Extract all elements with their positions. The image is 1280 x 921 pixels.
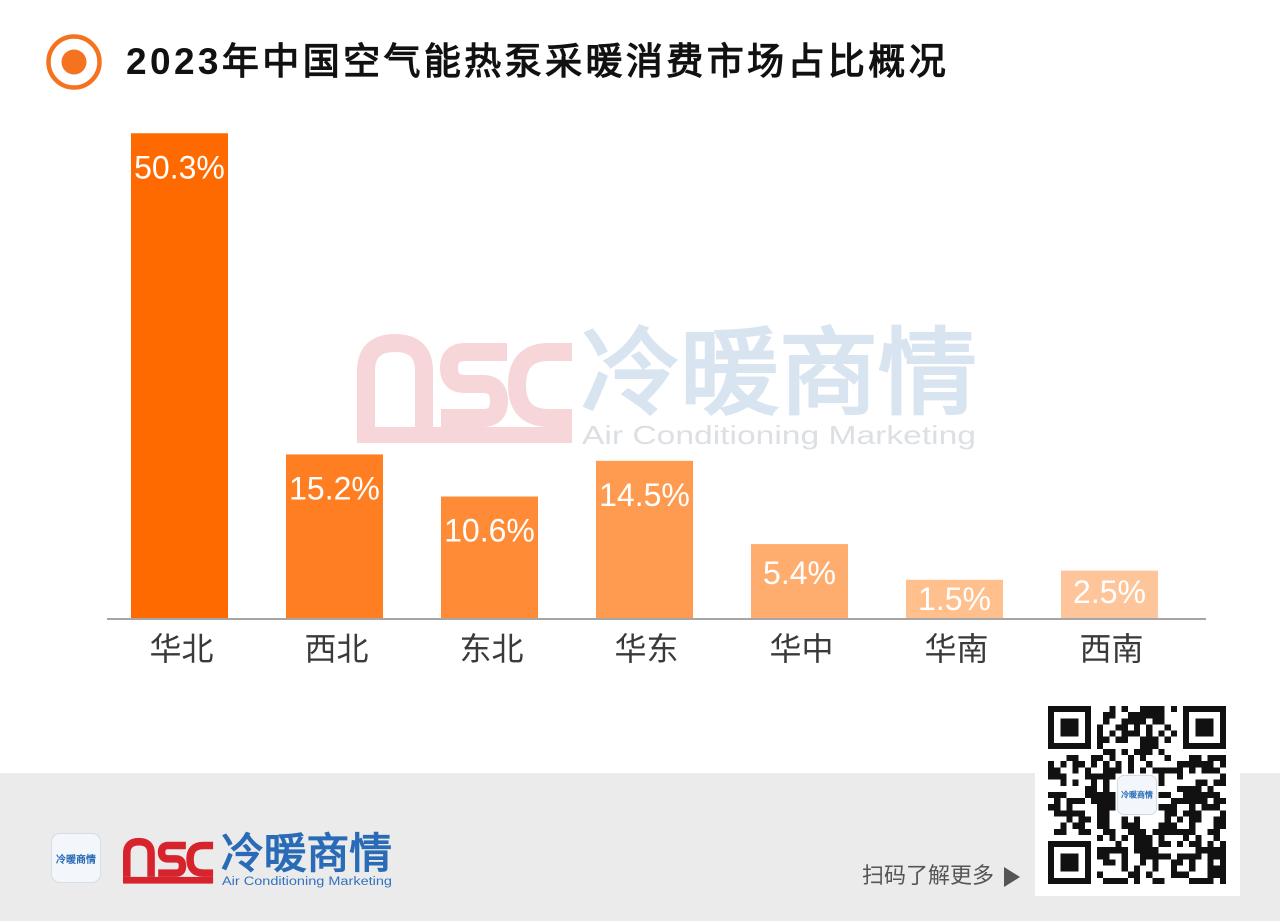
value-label: 15.2% — [289, 470, 380, 506]
play-arrow-icon — [1004, 867, 1020, 887]
app-icon-label: 冷暖商情 — [56, 854, 96, 866]
app-icon: 冷暖商情 — [51, 833, 101, 883]
category-label: 西北 — [304, 631, 368, 667]
bar — [906, 579, 1003, 619]
value-label: 5.4% — [763, 555, 836, 591]
value-label: 2.5% — [1073, 574, 1146, 610]
brand-tagline: Air Conditioning Marketing — [222, 876, 392, 888]
page-title: 2023年中国空气能热泵采暖消费市场占比概况 — [126, 41, 950, 82]
bar — [286, 454, 383, 619]
value-label: 10.6% — [444, 513, 535, 549]
watermark-brand-name: 冷暖商情 — [581, 321, 977, 427]
watermark: 冷暖商情 Air Conditioning Marketing — [357, 321, 977, 450]
bar-chart: 冷暖商情 Air Conditioning Marketing 50.3% 15.… — [107, 133, 1206, 667]
bar — [441, 496, 538, 619]
value-label: 14.5% — [599, 477, 690, 513]
category-label: 华东 — [614, 631, 678, 667]
bar — [751, 544, 848, 619]
watermark-nsc-logo — [357, 333, 572, 443]
qr-prompt-text: 扫码了解更多 — [862, 863, 995, 888]
target-icon — [46, 34, 102, 90]
qr-code-panel: 冷暖商情 — [1035, 693, 1240, 896]
category-label: 华北 — [149, 631, 213, 667]
category-label: 华中 — [769, 631, 833, 667]
bar-series — [131, 133, 1158, 619]
qr-center-logo — [1116, 774, 1158, 816]
nsc-logo — [123, 837, 214, 884]
brand-logo: 冷暖商情 Air Conditioning Marketing — [123, 830, 392, 888]
qr-center-logo-label: 冷暖商情 — [1121, 790, 1153, 800]
bar — [596, 460, 693, 619]
category-label: 西南 — [1079, 631, 1143, 667]
value-label: 1.5% — [918, 581, 991, 617]
value-label: 50.3% — [134, 149, 225, 185]
category-label: 华南 — [924, 631, 988, 667]
brand-name: 冷暖商情 — [221, 830, 392, 877]
qr-modules — [1048, 706, 1226, 884]
watermark-tagline: Air Conditioning Marketing — [582, 420, 976, 450]
data-labels: 50.3% 15.2% 10.6% 14.5% 5.4% 1.5% 2.5% — [134, 149, 1146, 617]
bar — [131, 133, 228, 619]
bar — [1061, 570, 1158, 619]
x-axis-labels: 华北 西北 东北 华东 华中 华南 西南 — [149, 631, 1143, 667]
qr-finder-patterns — [1048, 706, 1226, 884]
category-label: 东北 — [459, 631, 523, 667]
qr-code: 冷暖商情 — [1048, 706, 1226, 884]
